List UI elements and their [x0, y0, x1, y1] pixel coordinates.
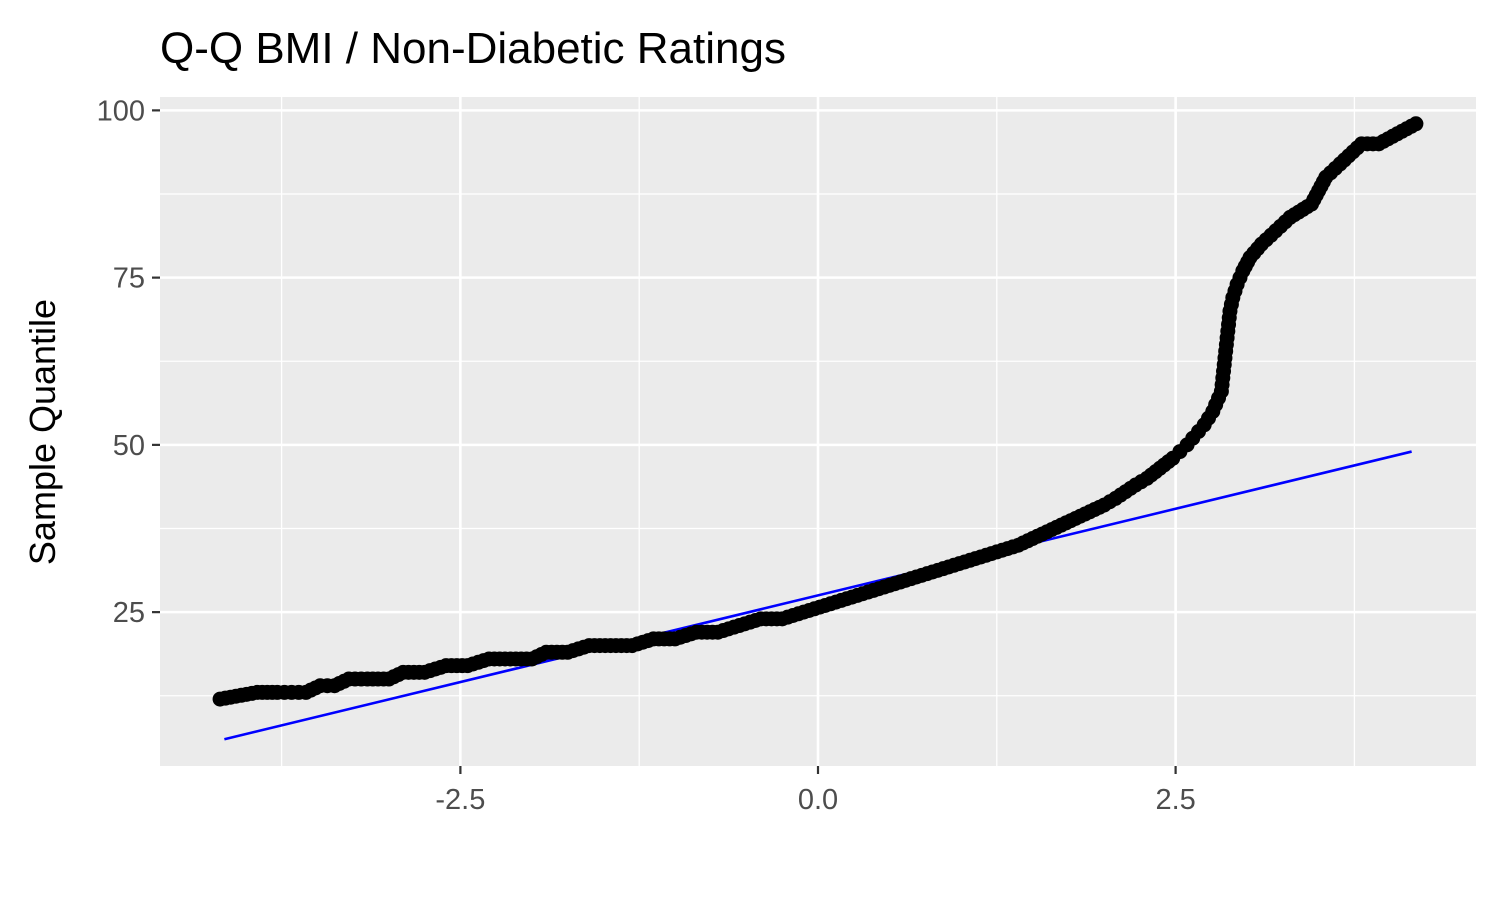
reference-line-layer: [224, 450, 1412, 741]
grid-lines: [160, 97, 1476, 766]
y-tick-label: 25: [113, 597, 145, 629]
y-axis-label: Sample Quantile: [22, 299, 63, 565]
x-tick-label: -2.5: [435, 784, 485, 816]
chart-title: Q-Q BMI / Non-Diabetic Ratings: [160, 24, 786, 73]
y-tick-label: 50: [113, 430, 145, 462]
sample-points: [212, 116, 1424, 707]
x-tick-label: 0.0: [798, 784, 838, 816]
y-tick-label: 75: [113, 263, 145, 295]
reference-line: [224, 450, 1412, 741]
y-tick-label: 100: [97, 95, 145, 127]
axis-ticks: -2.5 0.0 2.5 25 50 75 100: [97, 95, 1196, 816]
x-tick-label: 2.5: [1155, 784, 1195, 816]
sample-point: [1408, 116, 1424, 132]
